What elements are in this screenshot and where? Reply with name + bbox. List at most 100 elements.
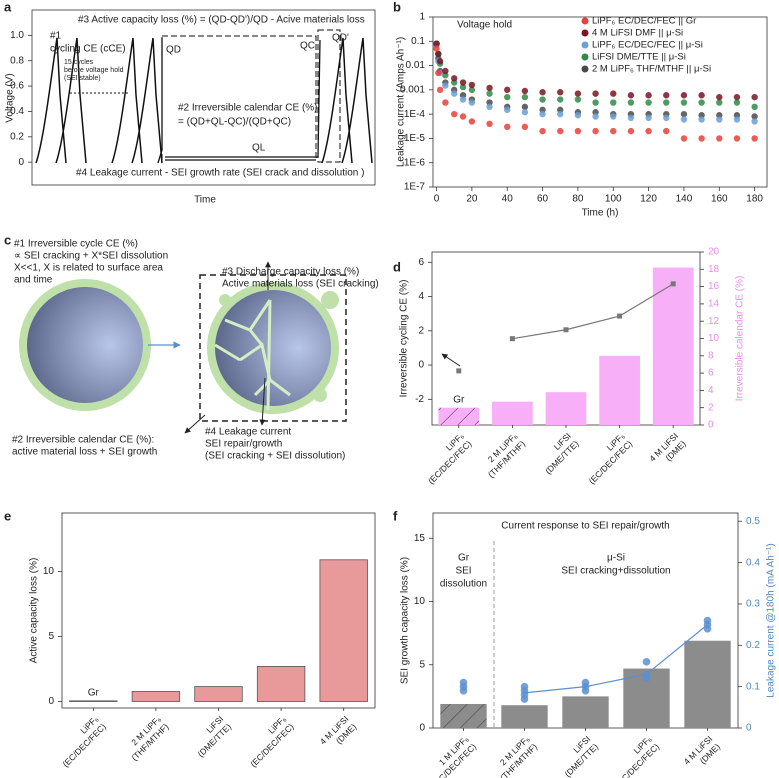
panel-c-drawing	[19, 261, 461, 434]
y-tick-label: 5	[48, 631, 54, 642]
data-point	[504, 123, 511, 131]
panel-label: e	[4, 508, 11, 523]
data-point	[574, 127, 582, 135]
data-point	[557, 110, 564, 118]
data-point	[574, 90, 582, 97]
y-tick-label: 4	[418, 291, 424, 302]
bar	[492, 401, 533, 425]
y-tick-label: 12	[708, 316, 720, 327]
y-tick-label: 0.4	[746, 557, 760, 568]
data-point	[610, 99, 617, 106]
voltage-curve	[341, 37, 373, 164]
data-point	[504, 106, 511, 114]
data-point	[435, 50, 442, 58]
data-point	[663, 92, 670, 99]
legend-swatch	[581, 29, 589, 37]
note-line: (SEI stable)	[64, 75, 101, 82]
y-tick-label: 10	[414, 596, 426, 607]
axis-label: SEI growth capacity loss (%)	[400, 557, 411, 684]
bar	[652, 267, 694, 425]
bar	[194, 686, 243, 702]
data-point	[436, 58, 444, 65]
leakage-note: #4 Leakage current - SEI growth rate (SE…	[76, 168, 364, 179]
legend-label: LiPF₆ EC/DEC/FEC || Gr	[592, 16, 696, 27]
panel-label: b	[393, 0, 401, 14]
data-point	[504, 86, 511, 94]
data-point	[698, 135, 705, 142]
y-tick-label: 6	[708, 368, 714, 379]
legend-label: LiFSI DME/TTE || μ-Si	[592, 52, 686, 63]
data-point	[459, 83, 467, 91]
voltage-curve	[157, 38, 321, 164]
point-marker	[456, 368, 462, 374]
data-point	[716, 135, 723, 142]
data-point	[733, 93, 741, 101]
y-tick-label: 14	[708, 299, 720, 310]
data-point	[433, 45, 440, 52]
data-point	[539, 89, 546, 96]
data-point	[680, 99, 688, 106]
x-tick-label: LiPF₆(EC/DEC/FEC)	[418, 431, 473, 486]
data-point	[592, 113, 599, 120]
data-point	[504, 93, 511, 101]
legend-label: LiPF₆ EC/DEC/FEC || μ-Si	[592, 40, 703, 51]
y-tick-label: 1E-7	[404, 182, 426, 193]
note-line: Active materials loss (SEI cracking)	[222, 279, 379, 290]
x-tick-label: 80	[572, 194, 584, 205]
q-label: QD	[166, 45, 181, 56]
data-point	[627, 127, 635, 135]
y-tick-label: 0.2	[746, 640, 760, 651]
data-point	[459, 96, 467, 103]
data-point	[645, 114, 652, 122]
data-point	[627, 99, 635, 106]
q-box	[317, 29, 341, 163]
data-point	[680, 116, 688, 123]
bar	[131, 691, 181, 702]
data-point	[645, 127, 652, 135]
data-point	[751, 103, 758, 111]
voltage-curve	[321, 37, 353, 164]
sei-fragment	[313, 388, 327, 402]
y-tick-label: 0.1	[411, 36, 425, 47]
x-tick-label: 100	[605, 194, 622, 205]
y-tick-label: -2	[415, 394, 424, 405]
axis-label: Leakage current @180h (mA Ah⁻¹)	[766, 543, 777, 697]
annotation: Gr	[88, 687, 100, 698]
dot	[520, 682, 529, 691]
y-tick-label: 16	[708, 281, 720, 292]
y-tick-label: 1.0	[10, 30, 24, 41]
bar	[440, 703, 487, 728]
note-line: #2 Irreversible calendar CE (%)	[178, 103, 318, 114]
line	[512, 283, 674, 340]
zoom-box	[199, 274, 347, 422]
y-tick-label: 10	[43, 566, 55, 577]
line-marker	[670, 281, 676, 287]
data-point	[645, 99, 652, 106]
x-tick-label: 4 M LiFSI(DME)	[647, 431, 688, 472]
y-tick-label: 0.2	[10, 131, 24, 142]
data-point	[627, 92, 635, 99]
note-line: #4 Leakage current	[205, 427, 291, 438]
data-point	[539, 96, 546, 103]
note-line: #2 Irreversible calendar CE (%):	[12, 435, 154, 446]
dot	[459, 678, 468, 687]
note-line: SEI repair/growth	[205, 439, 282, 450]
y-tick-label: 0.5	[746, 516, 760, 527]
data-point	[663, 99, 670, 106]
data-point	[486, 103, 493, 111]
x-tick-label: 0	[434, 194, 440, 205]
y-tick-label: 0.001	[400, 84, 425, 95]
note-line: and time	[14, 275, 53, 286]
cracked-particle	[207, 282, 339, 414]
data-point	[716, 116, 723, 123]
panel-label: d	[393, 259, 401, 274]
data-point	[751, 113, 758, 120]
dot	[703, 616, 712, 625]
voltage-curve	[35, 37, 67, 164]
data-point	[751, 135, 758, 142]
voltage-curve	[111, 37, 143, 164]
data-point	[539, 110, 546, 118]
